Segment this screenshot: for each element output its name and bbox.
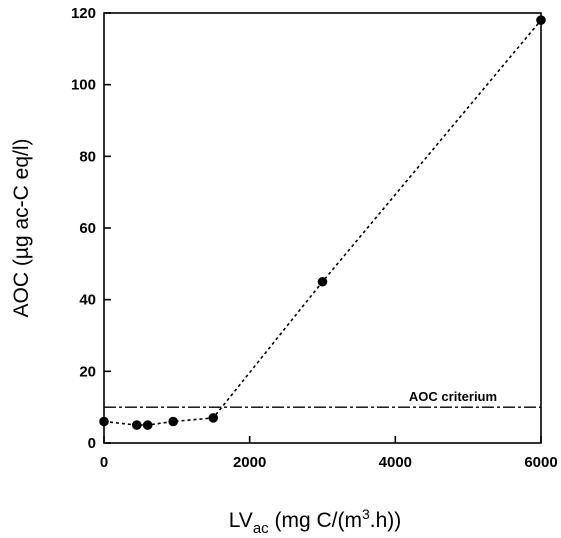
x-axis-title-part: (mg C/(m: [269, 509, 362, 532]
data-point: [142, 420, 153, 430]
x-axis-title-part: ac: [253, 520, 269, 537]
x-tick-label: 0: [100, 454, 108, 471]
reference-line-label: AOC criterium: [409, 389, 497, 404]
series-group: [99, 15, 546, 430]
data-point: [208, 413, 219, 423]
y-tick-label: 100: [71, 77, 96, 94]
data-point: [317, 276, 328, 287]
reference-line-group: AOC criterium: [104, 389, 541, 408]
y-axis-title: AOC (µg ac-C eq/l): [10, 139, 33, 318]
series-line: [103, 19, 542, 426]
plot-frame: [103, 12, 542, 444]
y-axis-ticks: 0 20 40 60 80 100 120: [71, 5, 111, 452]
x-axis-title: LVac (mg C/(m3.h)): [229, 506, 402, 537]
plot-border: [103, 12, 542, 444]
data-point: [99, 416, 109, 427]
x-axis-title-part: 3: [362, 506, 370, 522]
y-tick-label: 40: [79, 292, 96, 309]
y-tick-label: 60: [79, 220, 96, 237]
y-tick-label: 120: [71, 5, 96, 22]
x-axis-ticks: 0 2000 4000 6000: [100, 436, 558, 471]
x-axis-title-part: .h)): [370, 509, 402, 532]
y-tick-label: 20: [79, 363, 96, 380]
x-axis-title-part: LV: [229, 509, 253, 532]
y-tick-label: 80: [79, 148, 96, 165]
data-point: [168, 416, 178, 427]
data-point: [131, 420, 142, 430]
data-point: [536, 15, 546, 25]
y-tick-label: 0: [88, 435, 96, 452]
x-tick-label: 4000: [379, 454, 412, 471]
x-tick-label: 2000: [233, 454, 266, 471]
x-tick-label: 6000: [524, 454, 557, 471]
